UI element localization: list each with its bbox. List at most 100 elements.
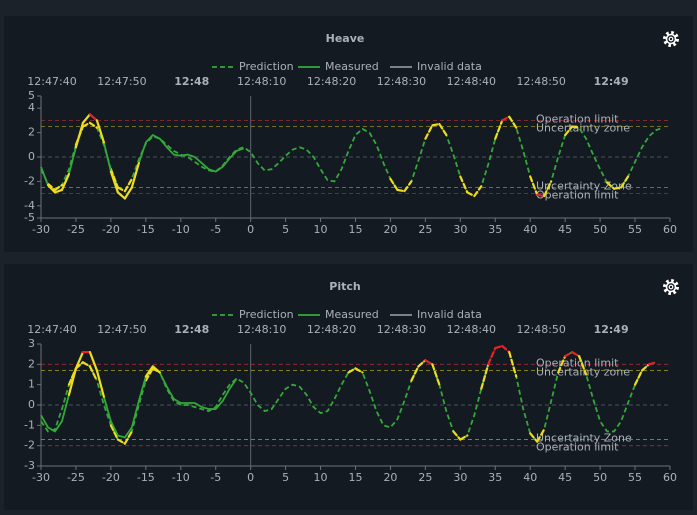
zone-segment [60,172,71,192]
zone-segment [612,186,623,190]
x-tick-label: 15 [349,471,363,484]
zone-segment [396,188,406,193]
y-tick-label: -4 [24,199,35,212]
zone-segment [438,122,448,137]
panel [4,264,693,510]
zone-segment [130,162,140,189]
x-tick-label: 60 [663,223,677,236]
chart: Pitch Prediction Measured Invalid data 12:47… [24,279,679,484]
x-tick-label: 60 [663,471,677,484]
legend-label: Prediction [239,60,294,73]
legend-item[interactable]: Measured [298,60,379,73]
zone-segment [123,430,133,445]
zone-segment [123,177,133,193]
gear-hole [668,284,674,290]
zone-segment [46,183,57,194]
gear-teeth [663,31,679,47]
time-tick-label: 12:48:10 [237,75,286,88]
legend-label: Prediction [239,308,294,321]
x-tick-label: -20 [102,471,120,484]
zone-segment [494,344,504,350]
time-tick-label: 12:49 [594,75,629,88]
reference-label: Operation limit [536,356,619,369]
x-tick-label: -15 [137,471,155,484]
legend-item[interactable]: Measured [298,308,379,321]
x-tick-label: 10 [314,223,328,236]
zone-segment [487,346,497,366]
x-tick-label: -30 [32,471,50,484]
time-tick-label: 12:49 [594,323,629,336]
zone-segment [501,344,511,354]
x-tick-label: 25 [418,471,432,484]
zone-segment [123,186,133,200]
zone-segment [109,424,119,441]
x-tick-label: 5 [282,223,289,236]
y-tick-label: -5 [24,211,35,224]
settings-button[interactable] [663,279,679,295]
x-tick-label: 30 [453,223,467,236]
series-line [40,113,244,200]
legend-item[interactable]: Invalid data [390,60,482,73]
y-tick-label: -2 [24,174,35,187]
time-tick-label: 12:48:10 [237,323,286,336]
settings-button[interactable] [663,31,679,47]
zone-segment [501,115,511,122]
zone-segment [347,367,357,374]
gear-teeth [663,279,679,295]
zone-segment [81,361,92,368]
zone-segment [81,113,92,124]
x-tick-label: -20 [102,223,120,236]
zone-segment [508,351,518,378]
x-tick-label: 20 [383,471,397,484]
x-tick-label: -25 [67,223,85,236]
x-tick-label: -15 [137,223,155,236]
zone-segment [647,361,658,366]
legend-label: Invalid data [417,308,482,321]
zone-segment [151,365,161,374]
time-tick-label: 12:48:20 [307,75,356,88]
zone-segment [508,115,518,129]
time-tick-label: 12:48:50 [517,323,566,336]
reference-label: Operation limit [536,189,619,202]
zone-segment [640,363,651,372]
zone-segment [417,359,427,368]
legend-item[interactable]: Invalid data [390,308,482,321]
x-tick-label: -10 [172,471,190,484]
time-tick-label: 12:48:30 [377,323,426,336]
legend-item[interactable]: Prediction [212,308,294,321]
reference-label: Uncertainty Zone [536,432,632,445]
zone-segment [116,186,126,193]
time-tick-label: 12:48:30 [377,75,426,88]
x-tick-label: 45 [558,471,572,484]
zone-segment [424,359,434,366]
x-tick-label: -5 [210,471,221,484]
zone-segment [410,365,420,382]
y-tick-label: 2 [28,357,35,370]
x-tick-label: 25 [418,223,432,236]
legend-item[interactable]: Prediction [212,60,294,73]
x-tick-label: 0 [247,471,254,484]
zone-segment [459,175,469,194]
zone-segment [389,177,399,192]
zone-segment [431,122,441,127]
chart-title: Heave [326,32,365,45]
zone-segment [536,193,546,198]
x-tick-label: 20 [383,223,397,236]
x-tick-label: -25 [67,471,85,484]
x-tick-label: 40 [523,223,537,236]
zone-segment [605,181,616,190]
zone-segment [424,124,434,140]
zone-segment [452,430,462,441]
legend-label: Invalid data [417,60,482,73]
zone-segment [431,363,441,386]
zone-segment [529,175,539,196]
chart: Heave Prediction Measured Invalid data 12:47… [24,31,679,236]
zone-segment [466,191,476,198]
zone-segment [578,355,588,376]
zone-segment [74,351,85,370]
series-line [40,345,657,445]
time-tick-label: 12:47:50 [97,323,146,336]
zone-segment [81,121,92,128]
zone-segment [67,367,78,396]
